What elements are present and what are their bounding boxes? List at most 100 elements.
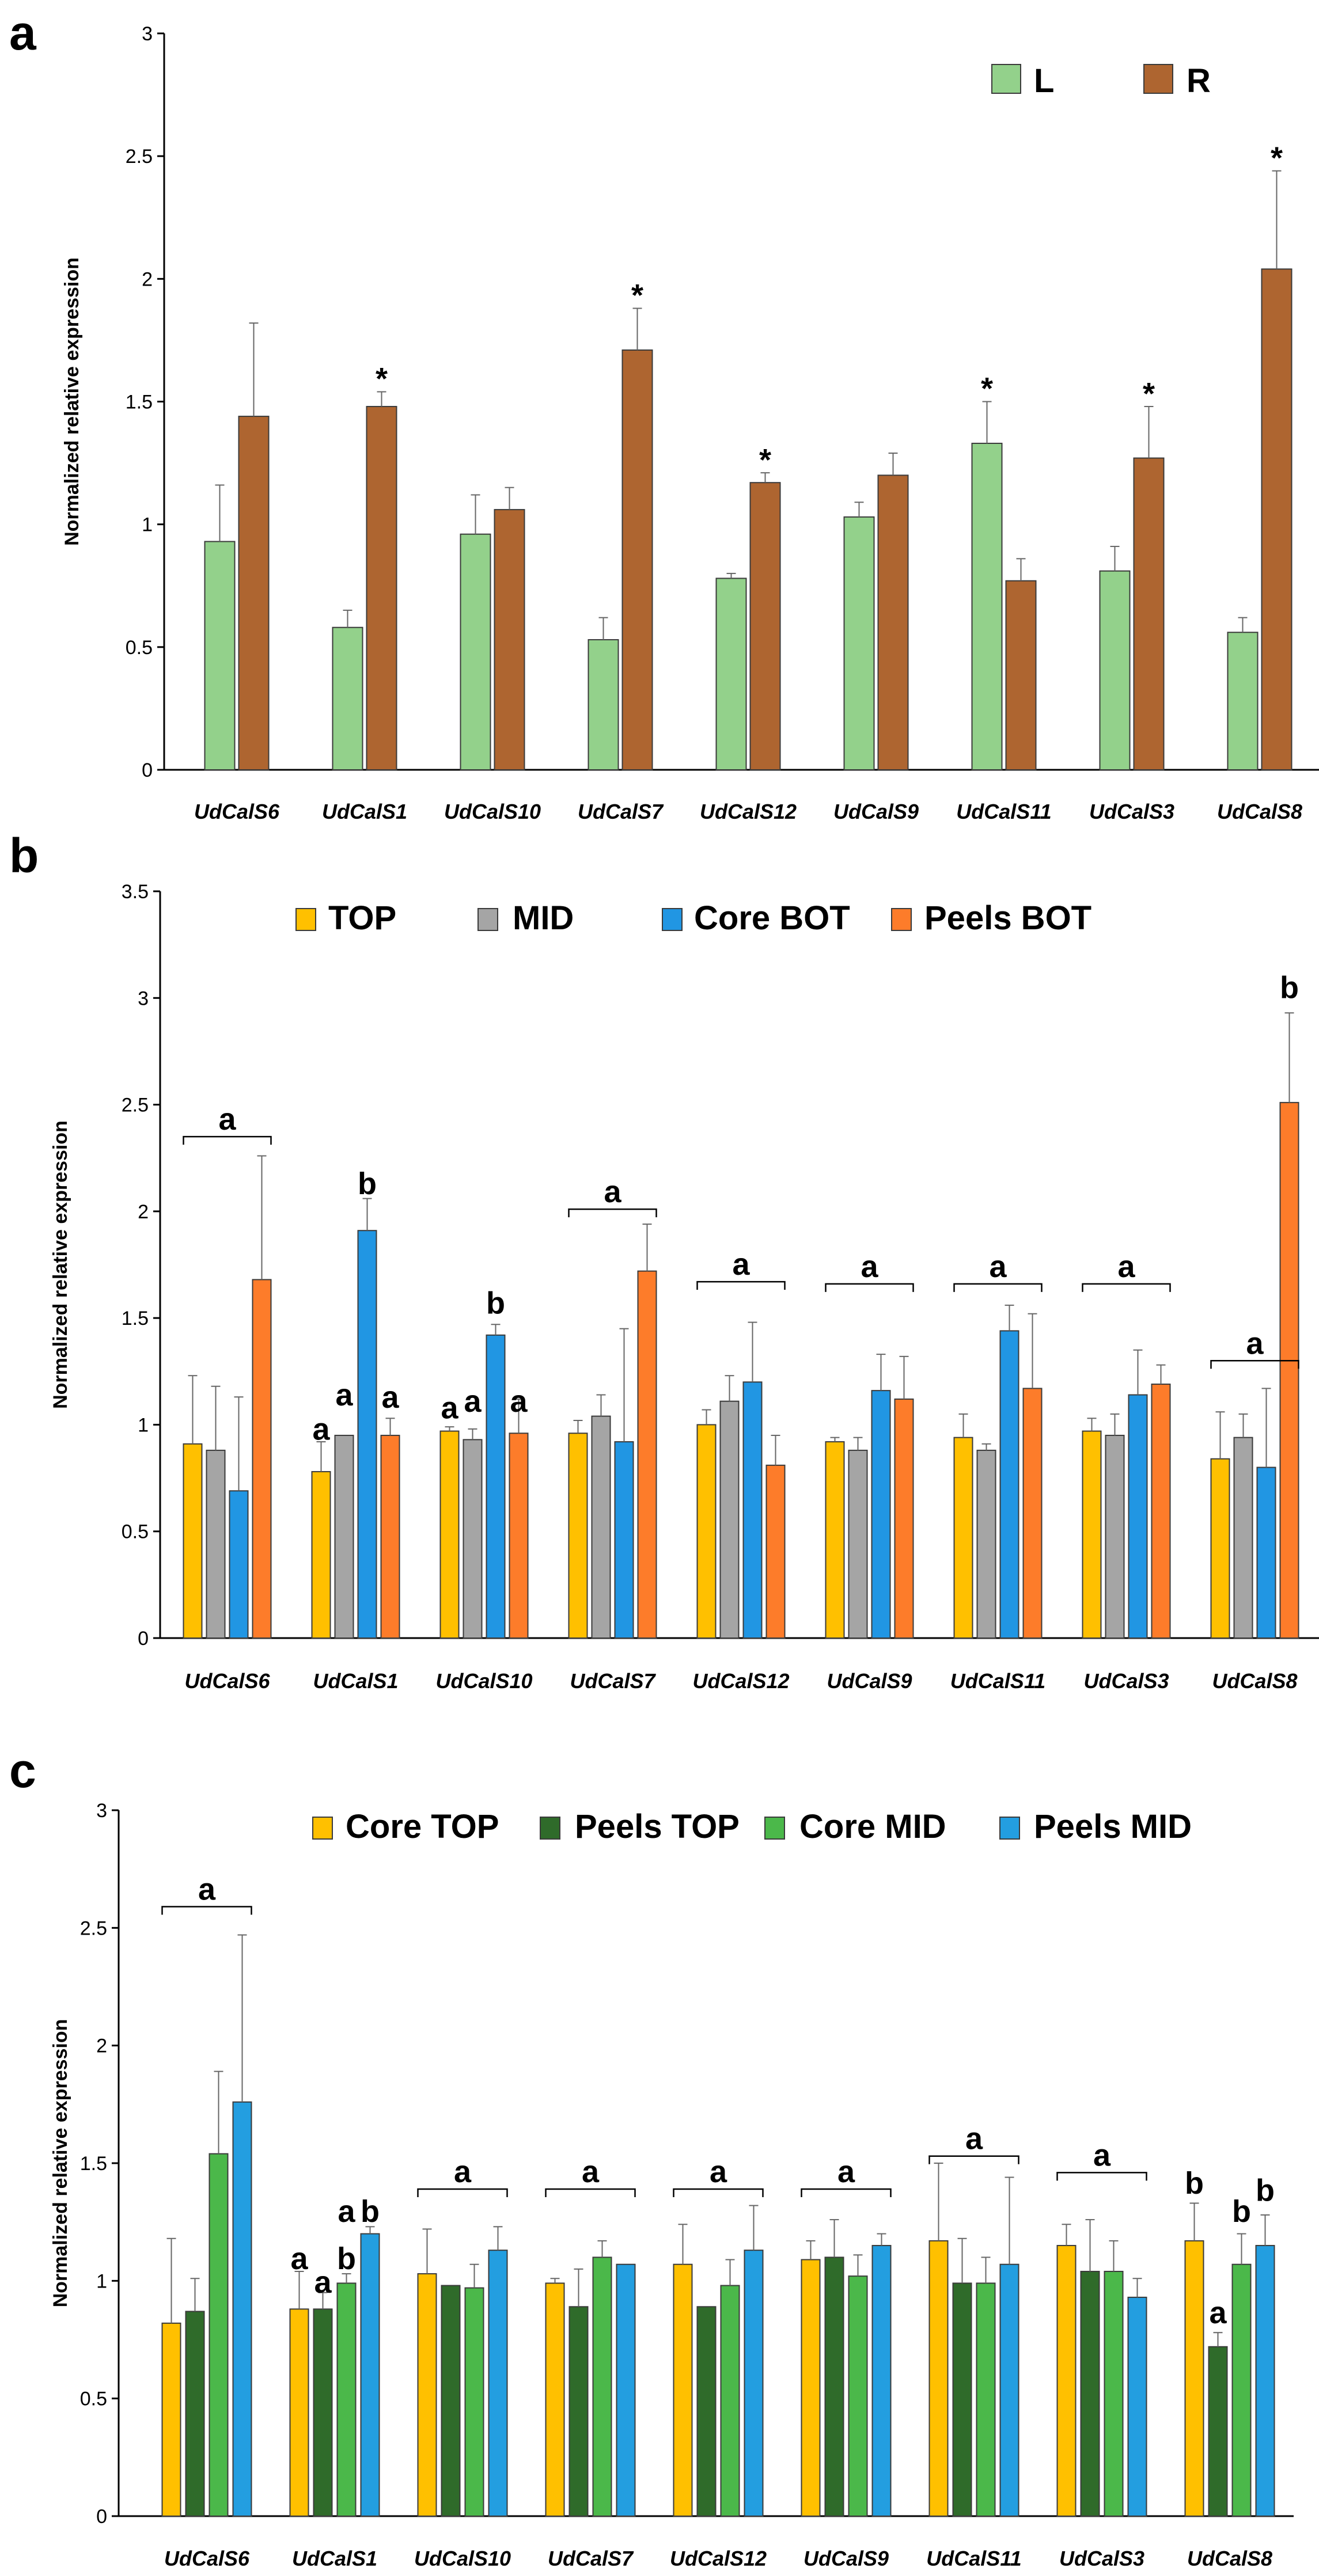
significance-bracket bbox=[696, 1281, 786, 1290]
significance-bracket bbox=[1210, 1360, 1299, 1369]
y-tick-label: 2.5 bbox=[122, 1095, 149, 1116]
bar bbox=[999, 1330, 1019, 1639]
bar bbox=[1227, 632, 1259, 770]
significance-label: b bbox=[337, 2241, 356, 2276]
bar bbox=[719, 1400, 740, 1639]
significance-label: b bbox=[1256, 2173, 1275, 2208]
bar bbox=[185, 2311, 205, 2517]
category-label: UdCalS1 bbox=[313, 1669, 398, 1693]
legend-swatch bbox=[764, 1817, 785, 1840]
category-label: UdCalS12 bbox=[700, 800, 797, 823]
y-tick-label: 1.5 bbox=[122, 1308, 149, 1329]
category-label: UdCalS6 bbox=[164, 2547, 250, 2570]
bar bbox=[976, 1449, 996, 1639]
legend-label: Core MID bbox=[799, 1808, 946, 1845]
y-axis-label: Normalized relative expression bbox=[50, 2019, 71, 2308]
bar bbox=[313, 2308, 333, 2517]
legend-label: Peels BOT bbox=[924, 899, 1091, 937]
panel-letter: c bbox=[9, 1743, 36, 1798]
legend-swatch bbox=[891, 908, 912, 931]
bar bbox=[749, 482, 781, 770]
significance-bracket bbox=[953, 1283, 1043, 1292]
panel-letter: a bbox=[9, 6, 37, 60]
bar bbox=[848, 2275, 868, 2517]
category-label: UdCalS9 bbox=[833, 800, 919, 823]
bar bbox=[360, 2233, 380, 2517]
significance-label: * bbox=[1271, 140, 1283, 175]
bracket-label: a bbox=[965, 2122, 983, 2156]
bar bbox=[696, 1424, 717, 1639]
significance-label: b bbox=[1185, 2166, 1204, 2201]
significance-bracket bbox=[545, 2188, 636, 2197]
bar bbox=[1233, 1437, 1253, 1639]
bar bbox=[366, 406, 397, 770]
bar bbox=[1005, 580, 1037, 770]
bar bbox=[614, 1441, 634, 1639]
bar bbox=[1210, 1458, 1230, 1639]
legend-label: R bbox=[1187, 62, 1211, 100]
y-tick-label: 3.5 bbox=[122, 881, 149, 903]
bar bbox=[801, 2259, 821, 2517]
bar bbox=[1261, 268, 1293, 770]
legend-swatch bbox=[295, 908, 316, 931]
significance-bracket bbox=[673, 2188, 764, 2197]
legend-label: Core BOT bbox=[694, 899, 850, 937]
significance-bracket bbox=[928, 2155, 1019, 2164]
bar bbox=[673, 2263, 693, 2517]
y-tick-label: 0 bbox=[96, 2506, 107, 2528]
bar bbox=[715, 577, 747, 771]
bar bbox=[545, 2282, 565, 2517]
bar bbox=[1099, 570, 1131, 770]
category-label: UdCalS11 bbox=[950, 1669, 1045, 1693]
significance-label: * bbox=[631, 278, 643, 313]
legend-label: Peels TOP bbox=[575, 1808, 740, 1845]
y-tick-label: 1 bbox=[138, 1414, 149, 1436]
bar bbox=[357, 1230, 377, 1639]
panel-c: c 0 0.5 1 1.5 2 2.5 3 Normalized relative expres… bbox=[9, 1743, 1294, 2570]
category-label: UdCalS7 bbox=[578, 800, 664, 823]
bar bbox=[1128, 1394, 1148, 1639]
significance-label: a bbox=[314, 2265, 332, 2300]
category-label: UdCalS3 bbox=[1089, 800, 1174, 823]
bar bbox=[843, 516, 875, 770]
significance-label: b bbox=[486, 1286, 505, 1321]
bar bbox=[953, 1437, 973, 1639]
legend-swatch bbox=[477, 908, 498, 931]
bar bbox=[976, 2282, 996, 2517]
bar bbox=[720, 2285, 740, 2517]
bar bbox=[289, 2308, 309, 2517]
category-label: UdCalS10 bbox=[435, 1669, 532, 1693]
significance-label: a bbox=[338, 2194, 355, 2229]
category-label: UdCalS8 bbox=[1212, 1669, 1297, 1693]
significance-bracket bbox=[161, 1906, 252, 1915]
significance-label: b bbox=[361, 2194, 380, 2229]
bar bbox=[417, 2273, 437, 2517]
significance-bracket bbox=[1056, 2172, 1147, 2181]
legend-swatch bbox=[1143, 64, 1173, 94]
bar bbox=[1256, 1466, 1276, 1639]
bar bbox=[232, 2101, 252, 2517]
bracket-label: a bbox=[582, 2155, 600, 2189]
bar bbox=[441, 2285, 461, 2517]
category-label: UdCalS6 bbox=[194, 800, 280, 823]
bar bbox=[1082, 1430, 1102, 1639]
y-tick-label: 3 bbox=[96, 1800, 107, 1822]
bar bbox=[1133, 457, 1165, 770]
significance-label: * bbox=[1143, 377, 1155, 411]
significance-bracket bbox=[417, 2188, 508, 2197]
y-tick-label: 2.5 bbox=[126, 146, 153, 168]
bar bbox=[1255, 2245, 1275, 2517]
significance-label: a bbox=[381, 1380, 399, 1415]
bar bbox=[463, 1439, 483, 1639]
category-label: UdCalS10 bbox=[414, 2547, 511, 2570]
category-label: UdCalS11 bbox=[956, 800, 1051, 823]
bar bbox=[252, 1279, 272, 1639]
significance-bracket bbox=[825, 1283, 914, 1292]
category-label: UdCalS9 bbox=[803, 2547, 889, 2570]
bar bbox=[871, 1390, 891, 1639]
bar bbox=[336, 2282, 357, 2517]
bar bbox=[486, 1334, 506, 1639]
y-axis-label: Normalized relative expression bbox=[61, 257, 83, 546]
significance-label: a bbox=[510, 1384, 528, 1419]
y-tick-label: 3 bbox=[138, 987, 149, 1009]
